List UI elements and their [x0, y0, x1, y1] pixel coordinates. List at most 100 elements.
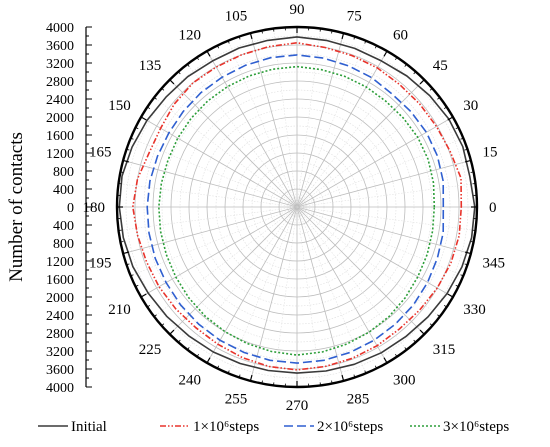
angle-tick — [374, 365, 377, 369]
radial-tick-label: 2000 — [46, 291, 74, 306]
angle-tick — [178, 71, 181, 75]
angle-tick — [437, 314, 441, 317]
angle-tick — [464, 263, 468, 266]
angle-tick — [126, 263, 130, 266]
grid-spoke — [296, 64, 407, 208]
angle-tick — [161, 323, 165, 326]
grid-spoke — [296, 206, 476, 231]
angle-tick — [238, 374, 241, 378]
grid-spoke — [250, 33, 298, 208]
angle-tick — [249, 32, 253, 40]
grid-spoke — [296, 206, 344, 381]
angle-tick — [404, 347, 407, 351]
angle-tick — [404, 63, 407, 67]
legend-label-4: 3×10⁶steps — [443, 419, 509, 435]
radial-tick-label: 1600 — [46, 129, 74, 144]
angle-tick — [455, 127, 459, 130]
angle-tick-label: 60 — [393, 28, 408, 44]
grid-spoke — [296, 206, 425, 335]
radial-tick-label: 400 — [53, 183, 74, 198]
angle-tick-label: 165 — [89, 144, 112, 160]
angle-tick — [464, 148, 468, 151]
grid-spoke — [227, 206, 298, 374]
legend-label-2: 1×10⁶steps — [193, 419, 259, 435]
angle-tick — [120, 171, 124, 173]
angle-tick — [443, 305, 447, 308]
radial-tick-label: 0 — [67, 201, 74, 216]
angle-tick — [140, 293, 147, 298]
angle-tick-label: 150 — [108, 98, 131, 114]
angle-tick — [395, 57, 398, 61]
angle-tick — [429, 323, 433, 326]
grid-spoke — [296, 40, 367, 208]
angle-tick — [206, 357, 211, 364]
angle-tick-label: 270 — [286, 398, 309, 414]
angle-tick-label: 255 — [225, 392, 248, 408]
grid-spoke — [296, 206, 321, 386]
angle-tick — [147, 305, 151, 308]
angle-tick-label: 315 — [433, 342, 456, 358]
angle-tick — [364, 370, 367, 374]
grid-spoke — [296, 183, 476, 208]
angle-tick — [353, 36, 356, 40]
angle-tick — [460, 137, 464, 140]
angle-tick — [464, 251, 472, 255]
angle-tick — [261, 380, 263, 384]
grid-spoke — [154, 206, 298, 317]
grid-spoke — [187, 206, 298, 350]
grid-spoke — [140, 116, 298, 208]
angle-tick — [437, 97, 441, 100]
grid-spoke — [296, 206, 407, 350]
series-line-2 — [132, 42, 463, 371]
grid-spoke — [296, 33, 344, 208]
angle-tick — [443, 106, 447, 109]
radial-tick-label: 2800 — [46, 75, 74, 90]
angle-tick-label: 15 — [483, 144, 498, 160]
angle-tick — [341, 374, 345, 382]
series-line-4 — [158, 65, 436, 356]
angle-tick — [460, 274, 464, 277]
grid-spoke — [118, 183, 298, 208]
angle-tick — [135, 284, 139, 287]
angle-tick — [153, 97, 157, 100]
angle-tick — [169, 329, 175, 335]
angle-tick — [413, 339, 416, 343]
angle-tick — [341, 32, 345, 40]
angle-tick — [153, 314, 157, 317]
angle-tick — [455, 284, 459, 287]
angle-tick — [227, 370, 230, 374]
angle-tick-label: 345 — [483, 256, 506, 272]
angle-tick — [130, 137, 134, 140]
legend-label-3: 2×10⁶steps — [317, 419, 383, 435]
angle-tick — [353, 374, 356, 378]
grid-spoke — [118, 206, 298, 231]
grid-spoke — [140, 206, 298, 298]
angle-tick — [419, 79, 425, 85]
grid-spoke — [296, 50, 388, 208]
grid-spoke — [296, 97, 440, 208]
angle-tick-label: 90 — [290, 2, 305, 18]
polar-grid — [117, 27, 477, 387]
angle-tick — [217, 45, 220, 49]
angle-tick-label: 180 — [83, 200, 106, 216]
angle-tick — [130, 274, 134, 277]
radial-tick-label: 4000 — [46, 381, 74, 396]
angle-tick — [178, 339, 181, 343]
radial-tick-label: 1600 — [46, 273, 74, 288]
angle-tick-label: 30 — [463, 98, 478, 114]
angle-tick-label: 120 — [179, 28, 202, 44]
grid-spoke — [296, 116, 454, 208]
angle-tick-label: 75 — [347, 9, 362, 25]
radial-tick-label: 2400 — [46, 309, 74, 324]
y-axis-label: Number of contacts — [6, 132, 27, 282]
angle-tick — [140, 116, 147, 121]
angle-tick-label: 210 — [108, 302, 131, 318]
angle-tick — [187, 63, 190, 67]
radial-tick-label: 4000 — [46, 21, 74, 36]
grid-spoke — [273, 28, 298, 208]
angle-tick — [429, 88, 433, 91]
angle-tick — [196, 353, 199, 357]
radial-tick-label: 2000 — [46, 111, 74, 126]
angle-tick — [374, 45, 377, 49]
